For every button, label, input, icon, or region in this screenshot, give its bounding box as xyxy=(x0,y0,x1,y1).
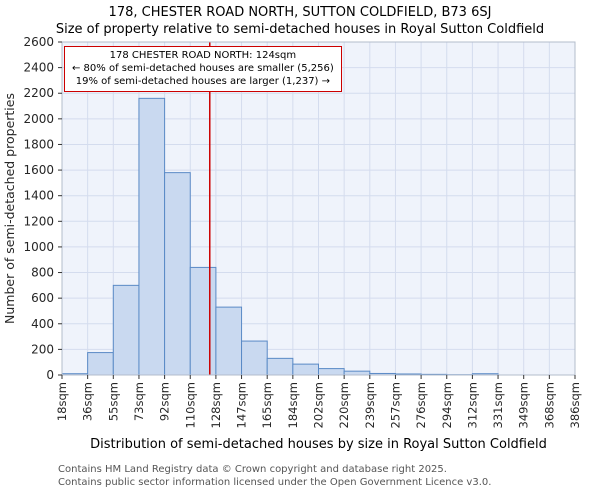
footer-line-1: Contains HM Land Registry data © Crown c… xyxy=(58,464,447,475)
svg-text:36sqm: 36sqm xyxy=(81,382,95,421)
svg-text:239sqm: 239sqm xyxy=(363,382,377,428)
svg-text:1800: 1800 xyxy=(23,137,54,151)
svg-text:800: 800 xyxy=(31,266,54,280)
svg-text:257sqm: 257sqm xyxy=(388,382,402,428)
svg-text:331sqm: 331sqm xyxy=(491,382,505,428)
svg-text:200: 200 xyxy=(31,342,54,356)
svg-text:294sqm: 294sqm xyxy=(440,382,454,428)
svg-text:1400: 1400 xyxy=(23,189,54,203)
svg-text:184sqm: 184sqm xyxy=(286,382,300,428)
annotation-smaller-line: ← 80% of semi-detached houses are smalle… xyxy=(72,63,334,75)
svg-text:147sqm: 147sqm xyxy=(235,382,249,428)
svg-text:2400: 2400 xyxy=(23,61,54,75)
svg-text:1200: 1200 xyxy=(23,214,54,228)
svg-text:Number of semi-detached proper: Number of semi-detached properties xyxy=(2,93,17,324)
annotation-box: 178 CHESTER ROAD NORTH: 124sqm ← 80% of … xyxy=(64,46,342,92)
svg-text:0: 0 xyxy=(46,368,54,382)
svg-text:92sqm: 92sqm xyxy=(158,382,172,421)
svg-text:1600: 1600 xyxy=(23,163,54,177)
svg-text:128sqm: 128sqm xyxy=(209,382,223,428)
svg-text:349sqm: 349sqm xyxy=(517,382,531,428)
annotation-larger-line: 19% of semi-detached houses are larger (… xyxy=(75,76,331,88)
x-axis-label: Distribution of semi-detached houses by … xyxy=(90,437,547,452)
svg-text:18sqm: 18sqm xyxy=(55,382,69,421)
footer: Contains HM Land Registry data © Crown c… xyxy=(58,464,491,489)
svg-text:386sqm: 386sqm xyxy=(568,382,582,428)
svg-text:600: 600 xyxy=(31,291,54,305)
svg-text:55sqm: 55sqm xyxy=(106,382,120,421)
svg-text:400: 400 xyxy=(31,317,54,331)
svg-text:110sqm: 110sqm xyxy=(183,382,197,428)
svg-text:1000: 1000 xyxy=(23,240,54,254)
svg-text:220sqm: 220sqm xyxy=(337,382,351,428)
chart-title: 178, CHESTER ROAD NORTH, SUTTON COLDFIEL… xyxy=(108,5,492,20)
annotation-property-line: 178 CHESTER ROAD NORTH: 124sqm xyxy=(109,50,297,61)
svg-text:165sqm: 165sqm xyxy=(260,382,274,428)
svg-text:276sqm: 276sqm xyxy=(414,382,428,428)
svg-text:368sqm: 368sqm xyxy=(542,382,556,428)
svg-text:202sqm: 202sqm xyxy=(312,382,326,428)
svg-text:2600: 2600 xyxy=(23,35,54,49)
chart-subtitle: Size of property relative to semi-detach… xyxy=(55,22,545,37)
footer-line-2: Contains public sector information licen… xyxy=(58,476,492,488)
svg-text:2000: 2000 xyxy=(23,112,54,126)
svg-text:2200: 2200 xyxy=(23,86,54,100)
svg-text:312sqm: 312sqm xyxy=(465,382,479,428)
svg-text:73sqm: 73sqm xyxy=(132,382,146,421)
